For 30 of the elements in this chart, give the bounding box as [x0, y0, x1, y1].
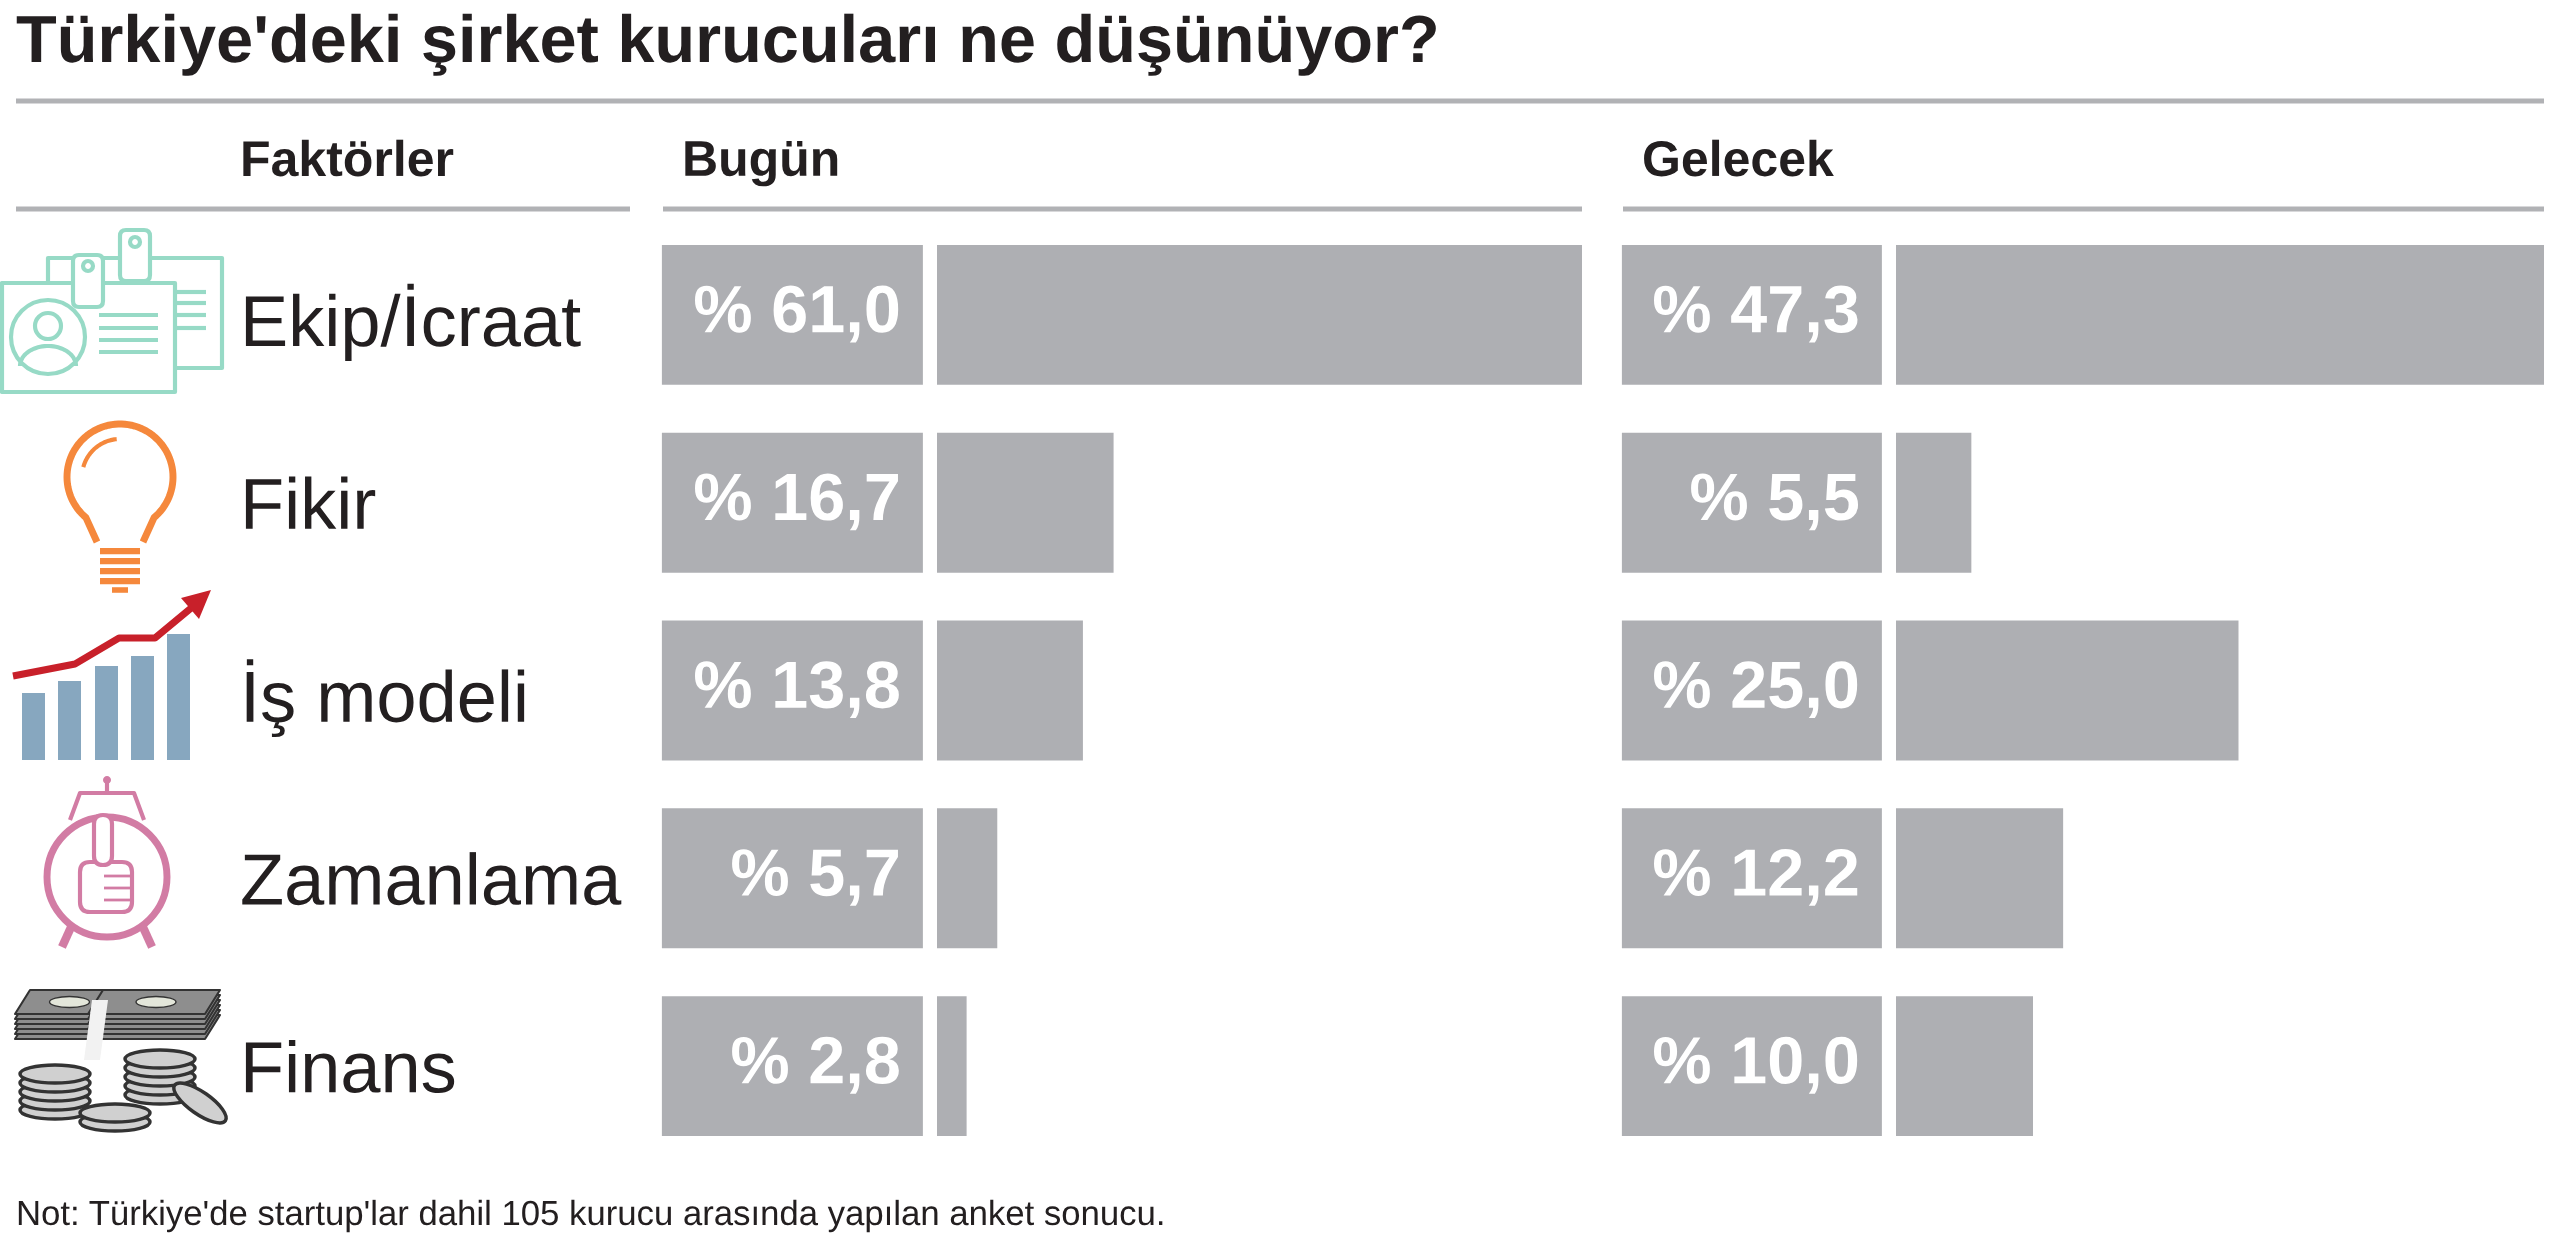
bar — [937, 996, 967, 1137]
y-axis-title: Faktörler — [243, 139, 454, 177]
data-label: % 25,0 — [1654, 661, 1858, 719]
chart-title: Türkiye'deki şirket kurucuları ne düşünüyor? — [16, 13, 1436, 76]
data-label: % 61,0 — [695, 285, 899, 343]
chart-subtitle: Bugün — [685, 141, 838, 187]
bar — [937, 808, 998, 949]
data-label: % 12,2 — [1654, 848, 1858, 906]
bar — [1896, 996, 2033, 1137]
bar — [1896, 808, 2064, 949]
bar — [1896, 432, 1972, 573]
data-label: % 16,7 — [695, 473, 898, 531]
y-tick-label: Fikir — [245, 476, 376, 529]
bar — [937, 620, 1083, 761]
y-tick-label: Finans — [245, 1039, 455, 1093]
bar — [937, 244, 1582, 385]
data-label: % 5,5 — [1691, 473, 1859, 531]
chart-subtitle: Gelecek — [1644, 139, 1834, 177]
data-label: % 13,8 — [695, 661, 899, 719]
bar — [937, 432, 1114, 573]
y-tick-label: İş modeli — [246, 659, 525, 738]
bar — [1896, 620, 2239, 761]
data-label: % 47,3 — [1654, 285, 1858, 343]
y-tick-label: Ekip/İcraat — [245, 283, 581, 362]
bar — [1896, 244, 2544, 385]
text: Not: Türkiye'de startup'lar dahil 105 kurucu arasında yapılan anket sonucu. — [18, 1199, 1163, 1233]
data-label: % 5,7 — [732, 849, 898, 906]
data-label: % 10,0 — [1654, 1036, 1858, 1094]
y-tick-label: Zamanlama — [242, 852, 622, 906]
data-label: % 2,8 — [732, 1036, 899, 1094]
